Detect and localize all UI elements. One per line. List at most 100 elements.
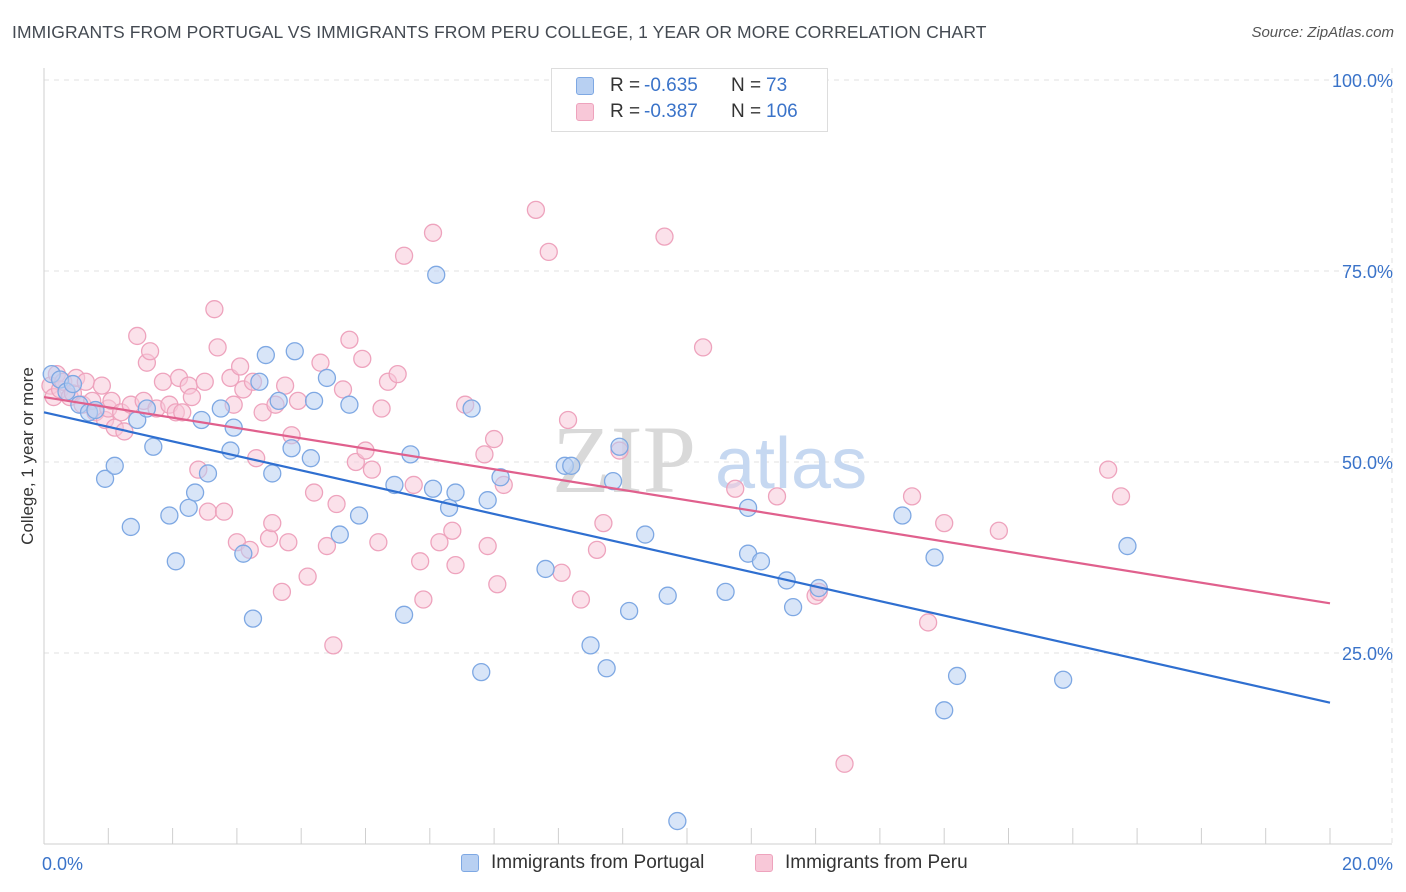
portugal-point [282,439,301,458]
portugal-swatch [461,854,479,872]
portugal-point [385,475,404,495]
legend-n-label: N = [731,101,762,122]
peru-point [693,338,713,357]
peru-point [430,533,449,552]
portugal-point [317,368,337,388]
peru-points [41,200,1131,773]
portugal-point [783,598,803,617]
peru-point [214,502,234,521]
portugal-point [536,559,555,579]
peru-point [153,372,173,391]
peru-point [726,479,745,498]
portugal-point [462,399,481,418]
peru-point [388,364,407,384]
portugal-swatch [576,77,594,95]
portugal-point [478,491,497,510]
peru-point [230,357,250,376]
chart-title: IMMIGRANTS FROM PORTUGAL VS IMMIGRANTS F… [12,22,987,42]
portugal-point [95,469,115,488]
portugal-point [446,483,465,502]
portugal-point [263,464,282,483]
peru-point [478,536,497,556]
peru-point [558,410,578,430]
peru-point [263,513,282,533]
portugal-point [105,456,124,475]
bottom-legend-label: Immigrants from Portugal [491,852,705,873]
portugal-point [301,449,320,468]
peru-point [918,613,938,632]
portugal-point [751,552,771,571]
portugal-point [619,601,639,621]
tick-labels: 25.0% 50.0% 75.0% 100.0% 0.0% 20.0% [42,71,1393,874]
portugal-point [1118,536,1137,556]
portugal-point [340,395,359,414]
portugal-trend-line [43,411,1331,704]
portugal-point [491,468,510,487]
peru-point [571,590,591,609]
peru-point [272,582,292,602]
peru-point [552,563,571,582]
peru-trend-line [43,395,1331,605]
peru-point [140,342,160,361]
peru-point [414,590,433,609]
peru-point [835,754,854,773]
peru-point [333,380,353,399]
peru-point [327,494,346,514]
portugal-point [234,544,253,563]
portugal-point [349,506,369,525]
portugal-points [42,265,1137,831]
trend-lines [43,395,1331,704]
portugal-point [394,605,414,624]
peru-point [594,513,613,533]
peru-point [935,513,954,533]
peru-swatch [576,103,594,121]
peru-point [205,300,224,319]
x-tick-label: 20.0% [1342,854,1393,874]
legend-row-peru: R = -0.387 N = 106 [552,100,827,126]
peru-point [340,330,359,349]
portugal-point [636,525,655,544]
portugal-point [581,636,600,655]
portugal-point [947,666,967,686]
axis-layer [43,68,1392,845]
portugal-point [256,345,275,365]
y-tick-label: 75.0% [1342,262,1393,282]
portugal-point [935,701,954,720]
peru-point [128,326,147,346]
peru-point [475,445,494,464]
portugal-point [250,372,269,391]
portugal-point [472,662,491,682]
peru-point [1111,487,1131,506]
legend-n-value: 73 [766,75,788,96]
peru-point [353,349,372,369]
portugal-point [427,265,446,284]
bottom-legend-peru[interactable]: Immigrants from Peru [755,852,995,876]
legend-r-value: -0.387 [644,101,698,122]
portugal-point [192,410,211,430]
peru-point [446,555,465,575]
peru-point [902,487,922,506]
portugal-point [63,374,83,394]
watermark: ZIP atlas [552,406,867,513]
portugal-point [893,506,912,525]
peru-point [372,399,391,418]
portugal-point [738,498,758,517]
peru-point [182,387,202,407]
portugal-point [198,464,218,483]
legend-n-label: N = [731,75,762,96]
legend-n-value: 106 [766,101,798,122]
peru-point [259,529,279,548]
peru-point [311,353,330,372]
peru-point [173,403,192,422]
peru-point [304,483,324,502]
portugal-point [1054,670,1073,689]
portugal-point [243,609,263,628]
y-axis-label: College, 1 year or more [18,367,37,545]
peru-point [198,502,218,521]
peru-point [539,242,558,262]
bottom-legend-portugal[interactable]: Immigrants from Portugal [461,852,731,876]
y-tick-label: 25.0% [1342,644,1393,664]
peru-point [324,636,343,655]
peru-point [767,487,787,506]
